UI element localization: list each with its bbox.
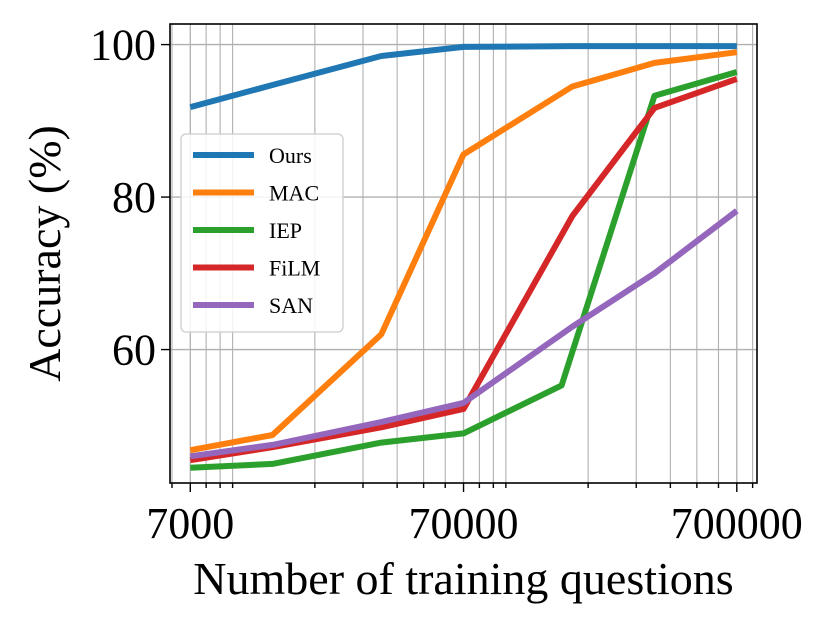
legend-label: Ours — [269, 143, 312, 168]
x-tick-label: 7000 — [146, 499, 234, 548]
x-tick-label: 70000 — [409, 499, 519, 548]
legend: Ours MAC IEP FiLM SAN — [180, 133, 344, 333]
grid — [170, 24, 757, 483]
legend-label: SAN — [269, 293, 313, 318]
legend-label: IEP — [269, 218, 302, 243]
series-line-iep — [190, 69, 738, 471]
y-axis-label: Accuracy (%) — [19, 125, 70, 382]
x-axis-label: Number of training questions — [193, 553, 733, 604]
series-line-mac — [189, 49, 738, 454]
y-tick-label: 100 — [90, 21, 156, 70]
x-tick-label: 700000 — [671, 499, 803, 548]
series-line-ours — [189, 43, 737, 110]
tick-labels: 7000 70000 700000 60 80 100 — [90, 21, 803, 548]
y-tick-label: 60 — [112, 326, 156, 375]
series-lines — [189, 43, 739, 471]
axis-ticks — [161, 43, 754, 492]
y-tick-label: 80 — [112, 173, 156, 222]
legend-label: MAC — [269, 181, 319, 206]
legend-label: FiLM — [269, 256, 320, 281]
legend-box — [180, 133, 344, 333]
series-line-san — [189, 208, 739, 460]
